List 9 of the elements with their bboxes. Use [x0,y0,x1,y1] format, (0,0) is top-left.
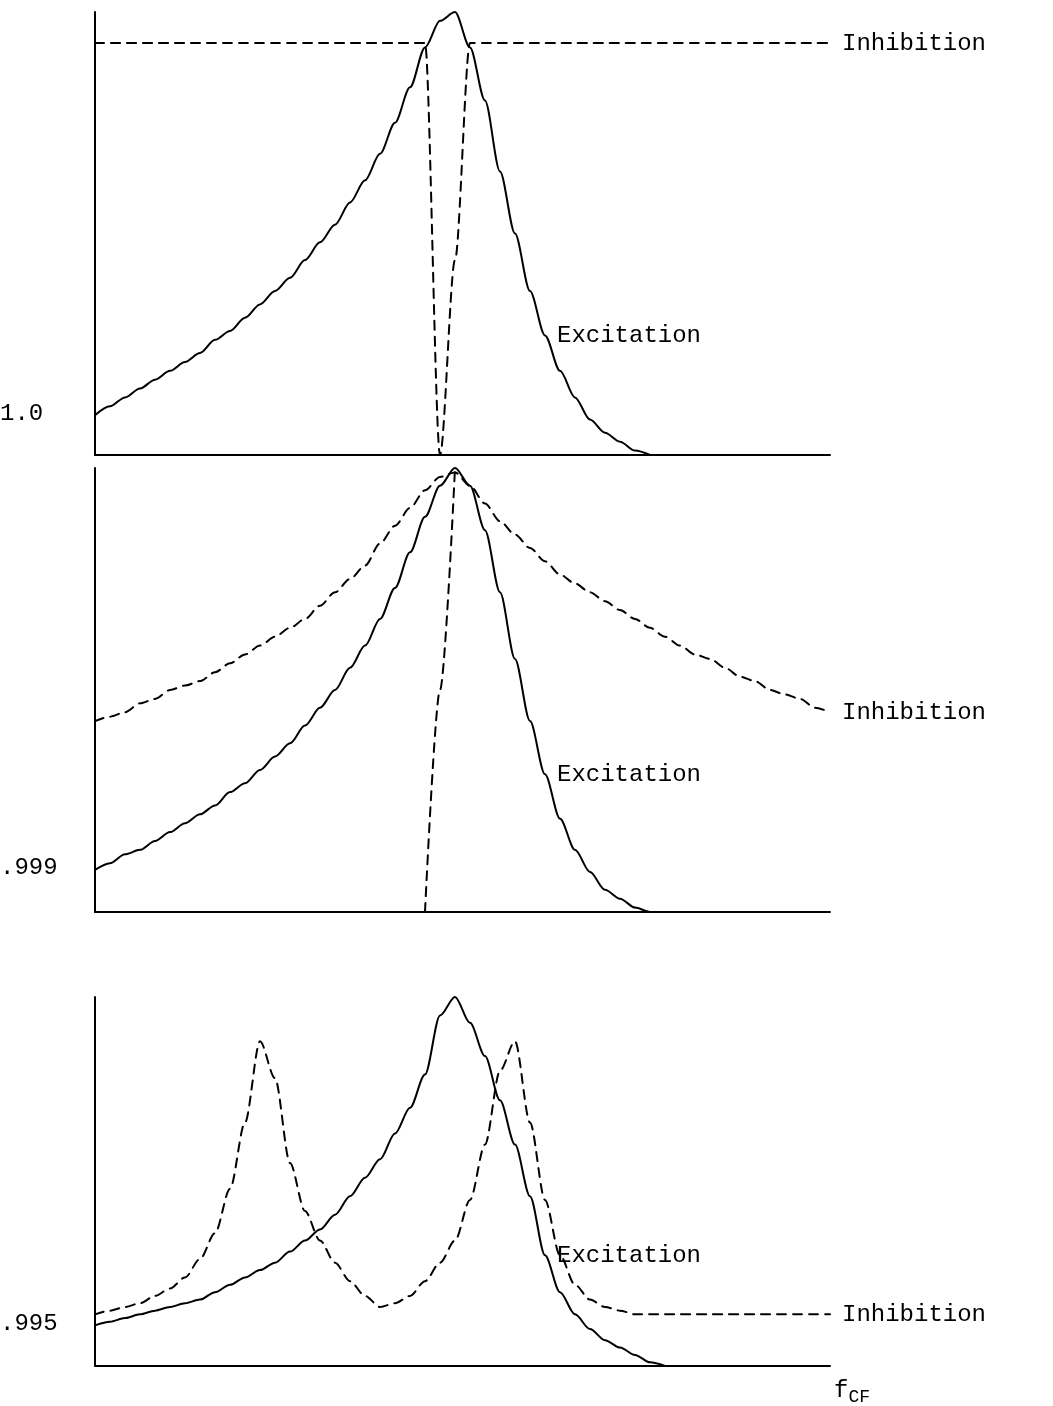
text: 1.0 [0,399,44,427]
series-label: Excitation [557,760,702,788]
series-label: Inhibition [842,1300,987,1328]
series-label: Inhibition [842,29,987,57]
series-label: Excitation [557,1241,702,1269]
text: .999 [0,854,58,882]
series-label: Inhibition [842,698,987,726]
series-label: Excitation [557,321,702,349]
text: .995 [0,1309,58,1337]
